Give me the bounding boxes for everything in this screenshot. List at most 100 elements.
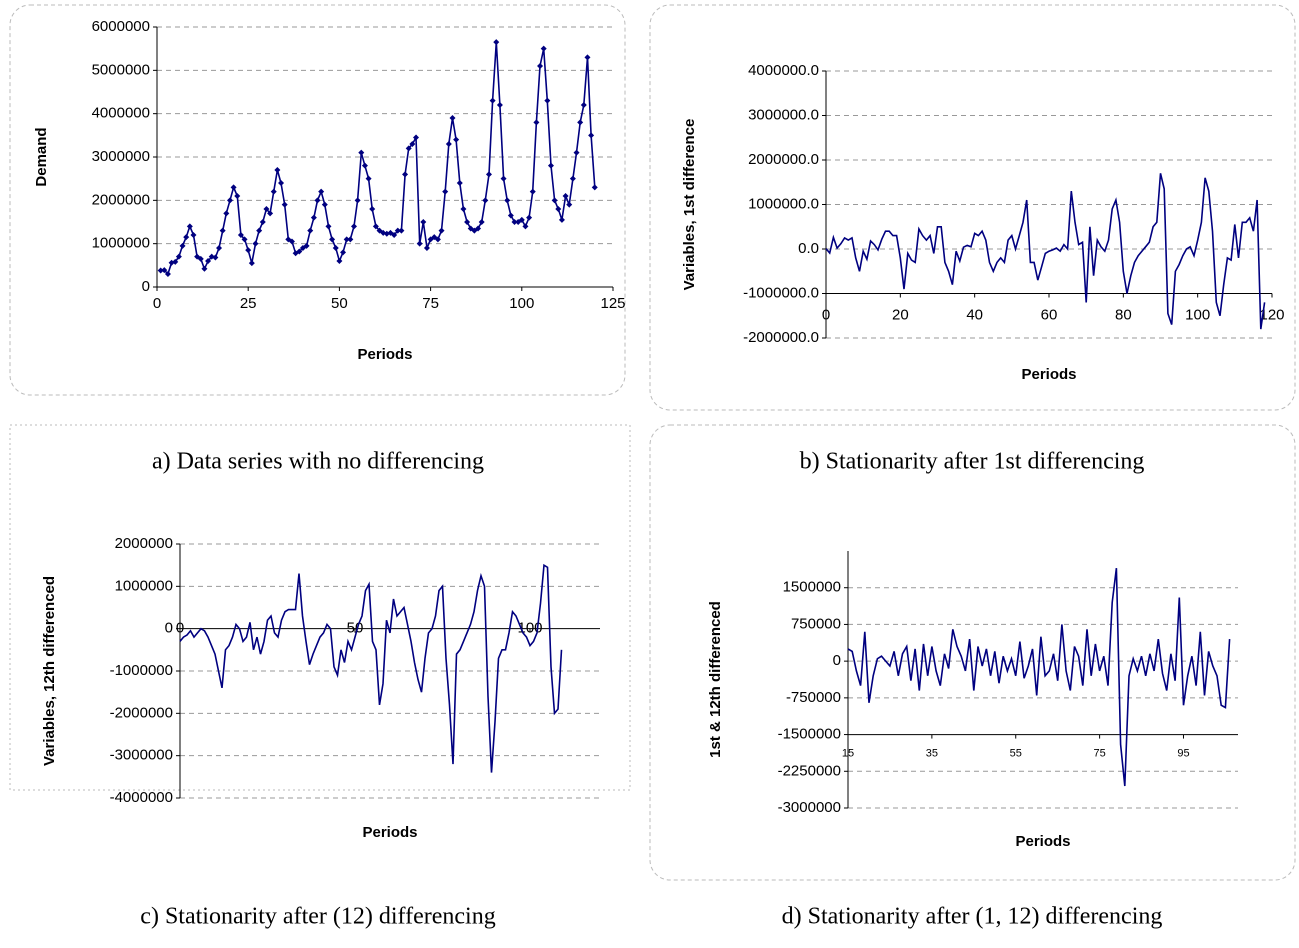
data-point bbox=[343, 236, 350, 243]
y-tick-label: 4000000.0 bbox=[748, 62, 819, 79]
data-point bbox=[179, 242, 186, 249]
data-point bbox=[500, 175, 507, 182]
data-point bbox=[361, 162, 368, 169]
y-tick-label: 4000000 bbox=[92, 105, 150, 122]
panel-border bbox=[9, 4, 626, 396]
x-tick-label: 100 bbox=[1185, 306, 1210, 323]
y-tick-label: -3000000 bbox=[110, 747, 173, 764]
data-point bbox=[540, 45, 547, 52]
data-point bbox=[267, 210, 274, 217]
data-point bbox=[547, 162, 554, 169]
data-point bbox=[201, 265, 208, 272]
y-tick-label: 0 bbox=[142, 278, 150, 295]
data-point bbox=[544, 97, 551, 104]
data-point bbox=[369, 206, 376, 212]
x-tick-label: 0 bbox=[176, 620, 184, 637]
data-point bbox=[558, 216, 565, 223]
x-tick-label: 40 bbox=[966, 306, 983, 323]
data-point bbox=[475, 225, 482, 232]
y-tick-label: -2000000 bbox=[110, 704, 173, 721]
y-tick-label: 2000000 bbox=[115, 535, 173, 552]
data-point bbox=[303, 242, 310, 249]
data-point bbox=[391, 232, 398, 238]
caption: b) Stationarity after 1st differencing bbox=[800, 449, 1145, 475]
data-point bbox=[263, 206, 270, 212]
x-tick-label: 60 bbox=[1041, 306, 1058, 323]
y-tick-label: 1000000 bbox=[92, 235, 150, 252]
data-point bbox=[223, 210, 230, 217]
data-point bbox=[526, 214, 533, 221]
data-point bbox=[529, 188, 536, 195]
x-tick-label: 75 bbox=[1093, 747, 1105, 759]
x-tick-label: 20 bbox=[892, 306, 909, 323]
y-tick-label: 3000000 bbox=[92, 148, 150, 165]
data-point bbox=[365, 175, 372, 182]
data-point bbox=[573, 149, 580, 156]
data-point bbox=[555, 206, 562, 212]
y-tick-label: 5000000 bbox=[92, 61, 150, 78]
x-tick-label: 0 bbox=[153, 295, 161, 312]
data-point bbox=[216, 245, 223, 251]
data-point bbox=[518, 216, 525, 223]
data-point bbox=[325, 223, 332, 230]
data-point bbox=[241, 236, 248, 243]
data-point bbox=[197, 255, 204, 262]
y-axis-label: Demand bbox=[33, 127, 50, 186]
data-point bbox=[212, 254, 219, 261]
data-line bbox=[847, 568, 1231, 787]
y-tick-label: -1000000 bbox=[110, 662, 173, 679]
data-point bbox=[485, 171, 492, 178]
y-tick-label: -3000000 bbox=[778, 799, 841, 816]
data-point bbox=[423, 245, 430, 251]
x-tick-label: 80 bbox=[1115, 306, 1132, 323]
y-tick-label: -1500000 bbox=[778, 726, 841, 743]
data-point bbox=[453, 136, 460, 143]
data-point bbox=[186, 223, 193, 230]
data-point bbox=[219, 227, 226, 234]
data-point bbox=[493, 39, 500, 46]
data-point bbox=[281, 201, 288, 208]
data-point bbox=[278, 180, 285, 186]
data-point bbox=[566, 201, 573, 208]
x-tick-label: 95 bbox=[1177, 747, 1189, 759]
data-point bbox=[347, 236, 354, 243]
data-point bbox=[489, 97, 496, 104]
data-point bbox=[405, 145, 412, 152]
data-point bbox=[464, 219, 471, 225]
y-tick-label: 1000000 bbox=[115, 577, 173, 594]
data-point bbox=[318, 188, 325, 195]
data-point bbox=[234, 193, 241, 199]
data-point bbox=[522, 223, 529, 230]
data-point bbox=[569, 175, 576, 182]
data-point bbox=[332, 245, 339, 251]
x-tick-label: 120 bbox=[1259, 306, 1284, 323]
data-point bbox=[205, 258, 212, 264]
data-point bbox=[164, 271, 171, 277]
data-point bbox=[237, 232, 244, 238]
data-point bbox=[245, 247, 252, 254]
data-point bbox=[460, 206, 467, 212]
y-tick-label: 3000000.0 bbox=[748, 106, 819, 123]
y-tick-label: -4000000 bbox=[110, 789, 173, 806]
data-point bbox=[190, 232, 197, 238]
y-tick-label: -750000 bbox=[786, 689, 841, 706]
data-point bbox=[551, 197, 558, 204]
data-point bbox=[307, 227, 314, 234]
data-point bbox=[336, 258, 343, 264]
data-point bbox=[183, 234, 190, 241]
data-point bbox=[372, 223, 379, 230]
panel-border bbox=[649, 4, 1296, 411]
data-point bbox=[270, 188, 277, 195]
y-tick-label: 1000000.0 bbox=[748, 195, 819, 212]
x-tick-label: 125 bbox=[600, 295, 625, 312]
y-tick-label: 2000000 bbox=[92, 191, 150, 208]
data-point bbox=[420, 219, 427, 225]
caption: a) Data series with no differencing bbox=[152, 449, 484, 475]
panel-border bbox=[9, 424, 631, 791]
caption: d) Stationarity after (1, 12) differenci… bbox=[782, 904, 1163, 930]
x-tick-label: 0 bbox=[822, 306, 830, 323]
panel-border bbox=[649, 424, 1296, 881]
data-point bbox=[398, 227, 405, 234]
data-point bbox=[256, 227, 263, 234]
data-point bbox=[588, 132, 595, 139]
